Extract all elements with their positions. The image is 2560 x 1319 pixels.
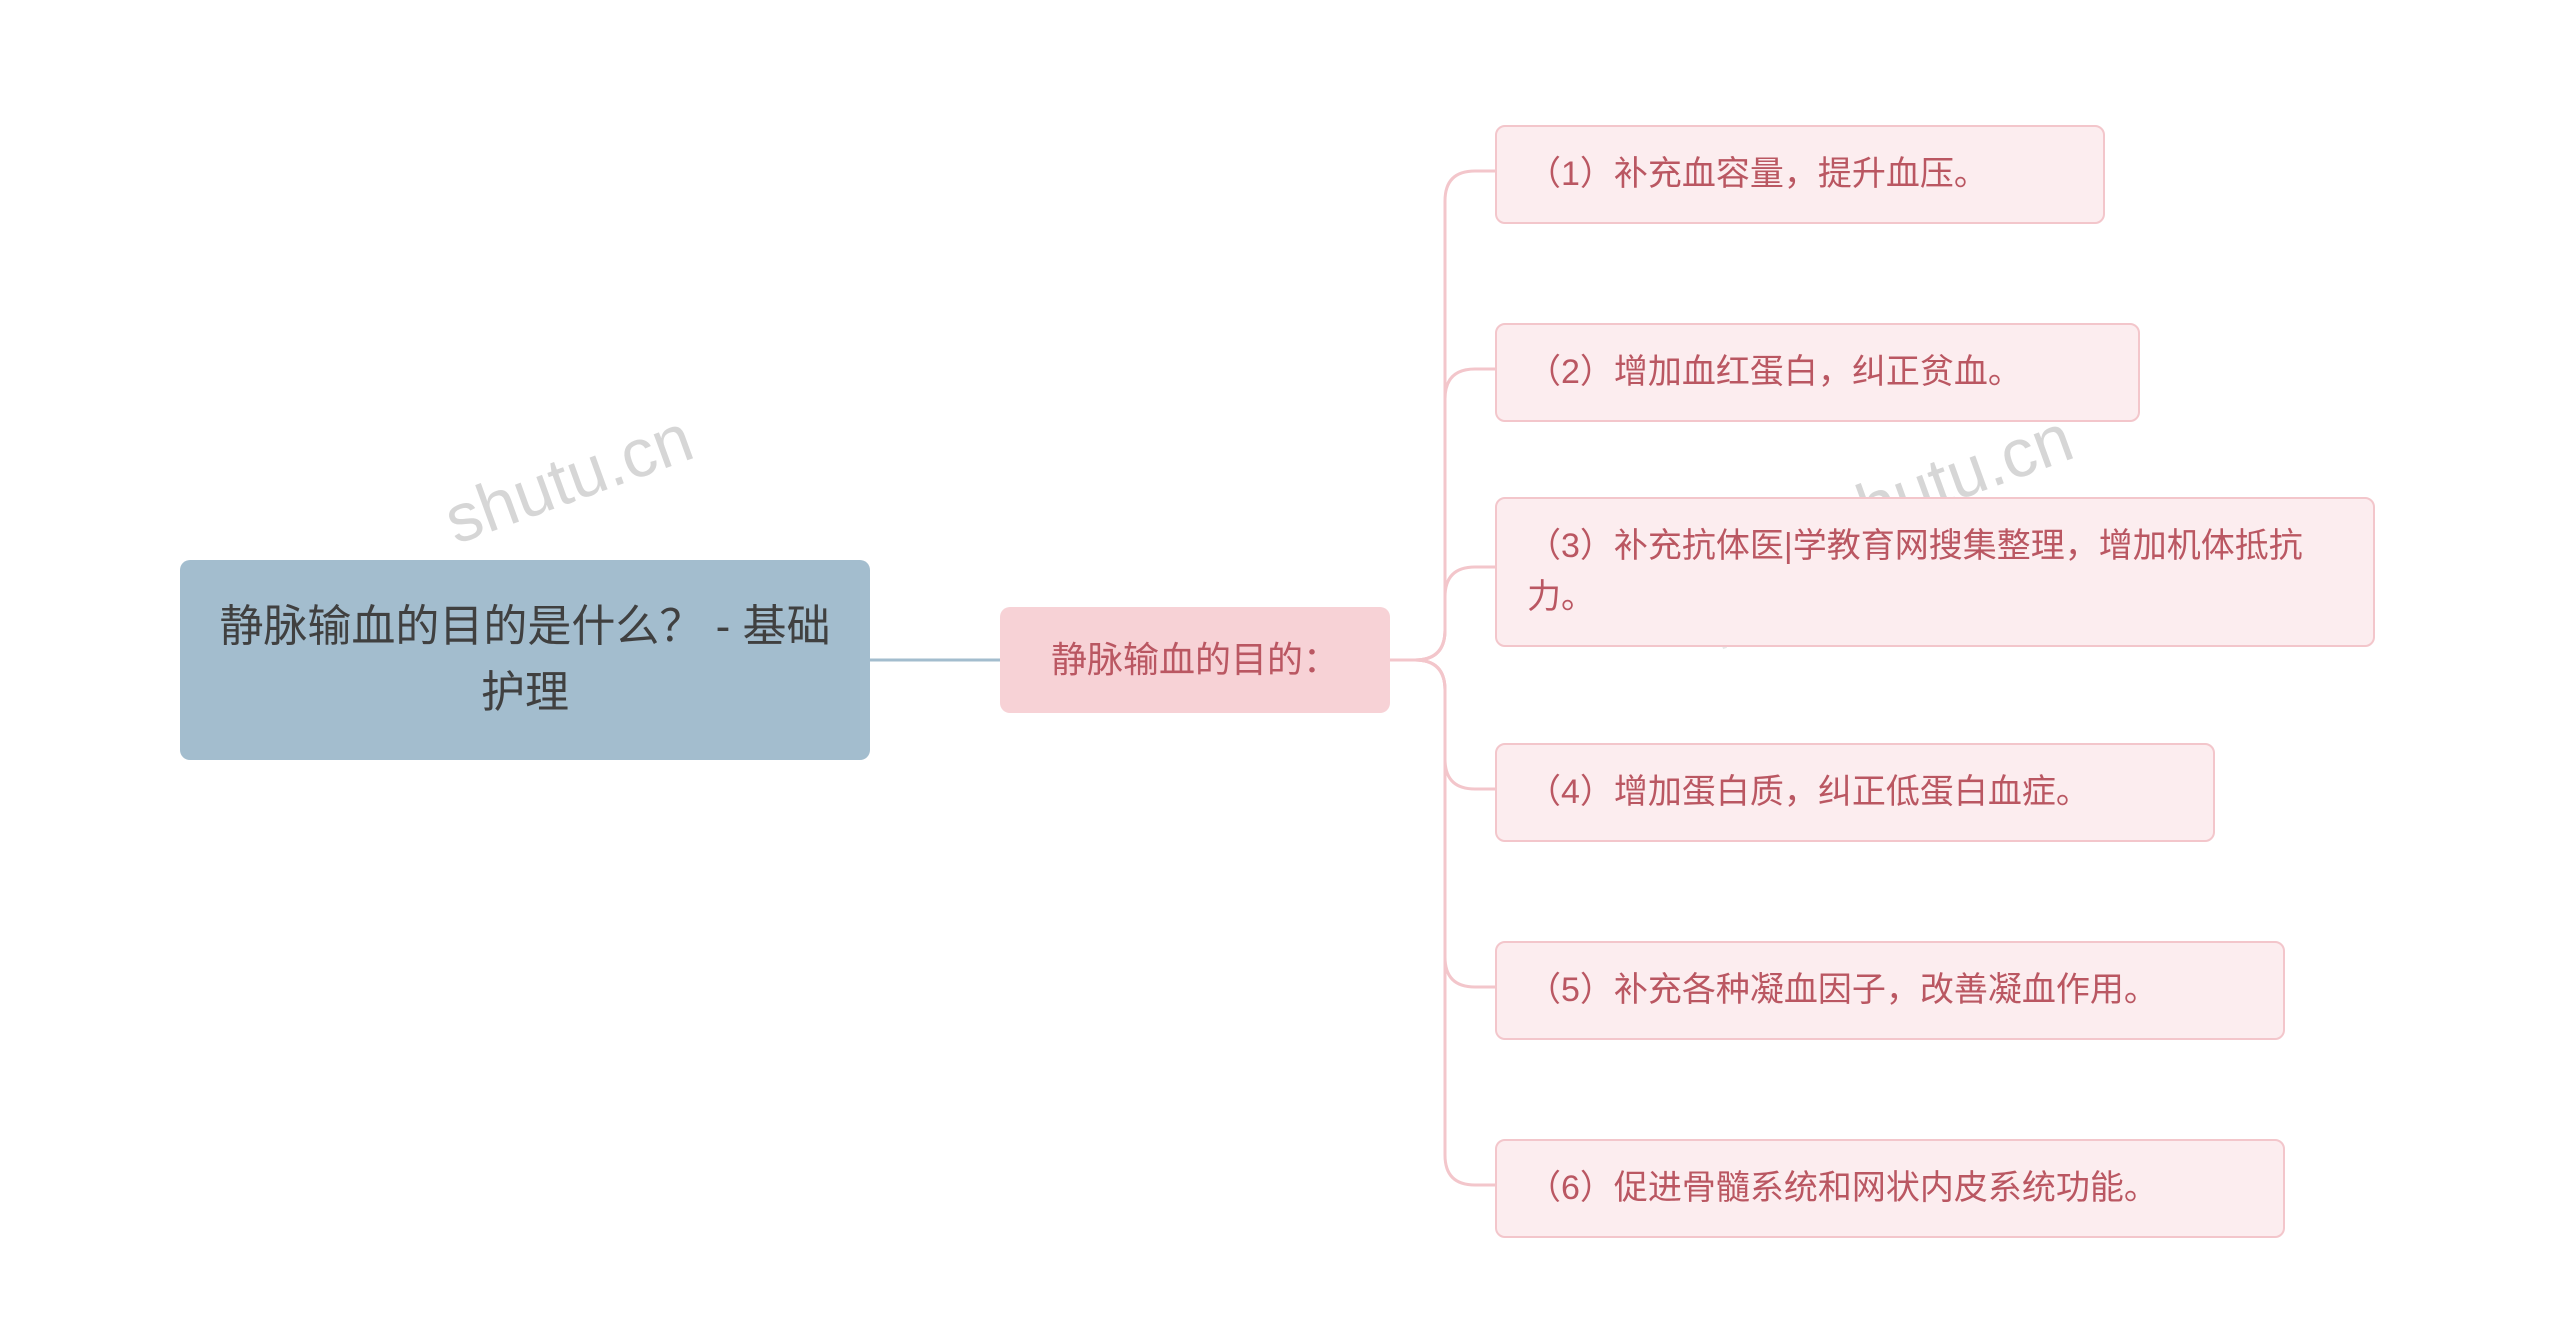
root-node[interactable]: 静脉输血的目的是什么？ - 基础护理 [180, 560, 870, 760]
leaf-node[interactable]: （5）补充各种凝血因子，改善凝血作用。 [1495, 941, 2285, 1040]
branch-node[interactable]: 静脉输血的目的： [1000, 607, 1390, 713]
leaf-node[interactable]: （3）补充抗体医|学教育网搜集整理，增加机体抵抗力。 [1495, 497, 2375, 647]
watermark-1: shutu.cn [434, 398, 702, 559]
root-node-label: 静脉输血的目的是什么？ - 基础护理 [210, 594, 840, 726]
leaf-node[interactable]: （6）促进骨髓系统和网状内皮系统功能。 [1495, 1139, 2285, 1238]
mindmap-canvas: 树图 shutu.cn 树图 shutu.cn 静脉输血的目的是什么？ - 基础… [0, 0, 2560, 1319]
leaf-node-label: （3）补充抗体医|学教育网搜集整理，增加机体抵抗力。 [1527, 521, 2343, 623]
leaf-node-label: （5）补充各种凝血因子，改善凝血作用。 [1527, 965, 2158, 1016]
leaf-node-label: （1）补充血容量，提升血压。 [1527, 149, 1988, 200]
leaf-node-label: （2）增加血红蛋白，纠正贫血。 [1527, 347, 2022, 398]
leaf-node[interactable]: （4）增加蛋白质，纠正低蛋白血症。 [1495, 743, 2215, 842]
leaf-node[interactable]: （2）增加血红蛋白，纠正贫血。 [1495, 323, 2140, 422]
leaf-node-label: （6）促进骨髓系统和网状内皮系统功能。 [1527, 1163, 2158, 1214]
leaf-node[interactable]: （1）补充血容量，提升血压。 [1495, 125, 2105, 224]
branch-node-label: 静脉输血的目的： [1051, 633, 1339, 687]
leaf-node-label: （4）增加蛋白质，纠正低蛋白血症。 [1527, 767, 2090, 818]
